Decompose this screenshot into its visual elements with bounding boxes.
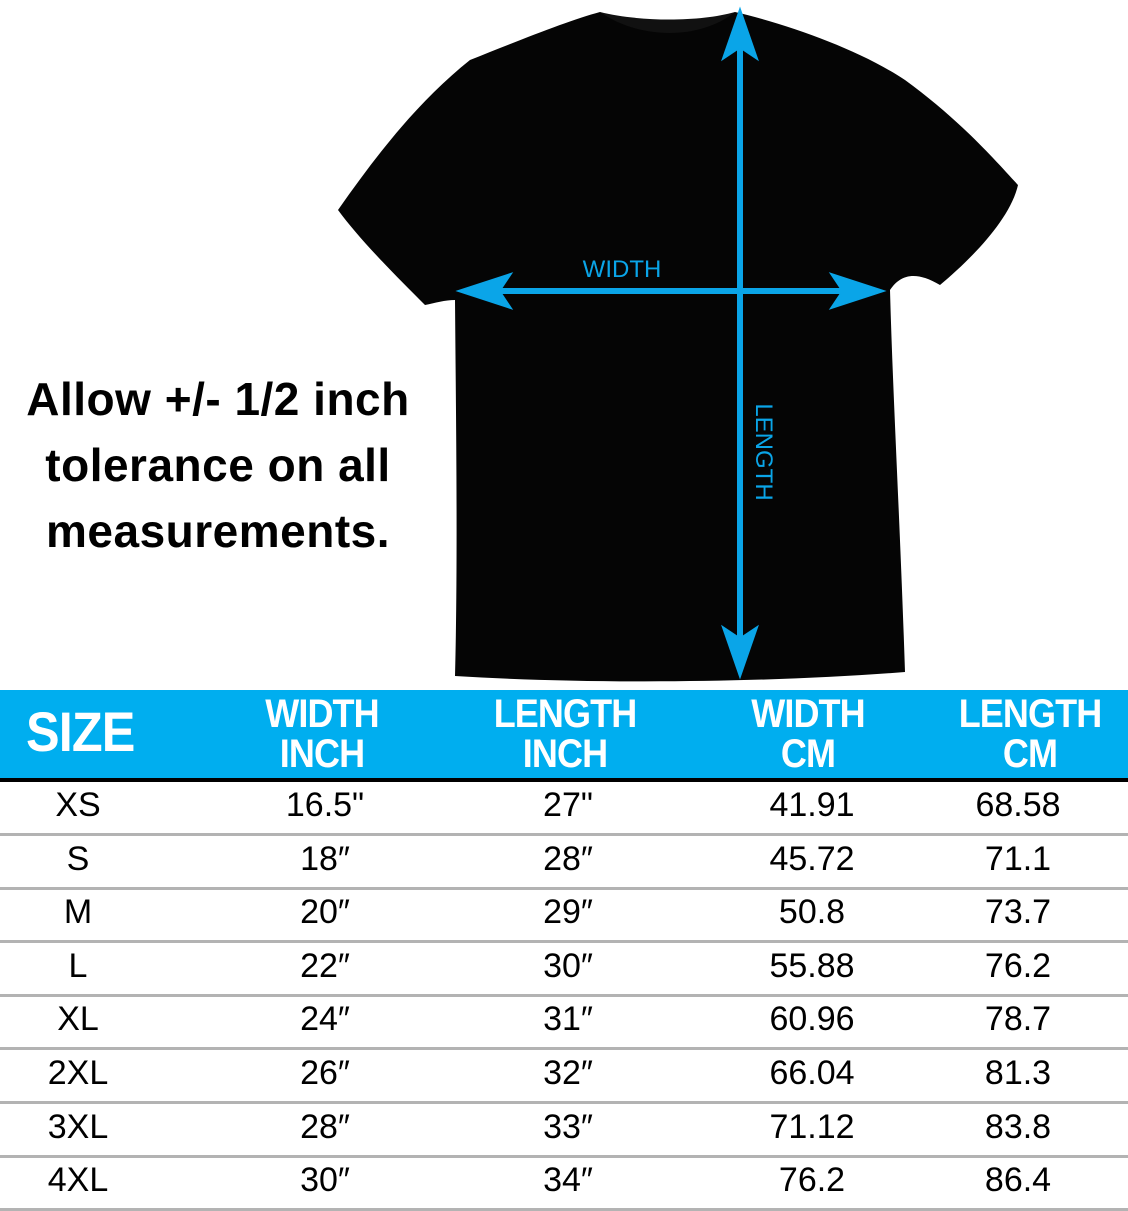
- header-line: INCH: [522, 732, 608, 776]
- header-line: CM: [1002, 732, 1058, 776]
- tolerance-note: Allow +/- 1/2 inch tolerance on all meas…: [0, 366, 436, 564]
- width-inch-cell: 20″: [300, 893, 350, 932]
- width-inch-cell: 18″: [300, 839, 350, 878]
- length-cm-cell: 86.4: [984, 1161, 1052, 1200]
- length-inch-cell: 34″: [543, 1161, 593, 1200]
- t-shirt-image: [338, 12, 1018, 682]
- header-line: WIDTH: [265, 692, 379, 736]
- width-cm-cell: 71.12: [769, 1107, 855, 1146]
- header-line: INCH: [279, 732, 365, 776]
- width-cm-cell: 60.96: [769, 1000, 855, 1039]
- length-arrow-head-bottom: [721, 624, 759, 680]
- length-cm-cell: 83.8: [984, 1107, 1052, 1146]
- size-cell: XS: [55, 786, 101, 824]
- length-label: LENGTH: [750, 403, 777, 500]
- size-cell: 2XL: [47, 1054, 109, 1092]
- width-arrow-head-left: [455, 272, 514, 310]
- length-arrow-head-top: [721, 6, 759, 62]
- length-inch-cell: 31″: [543, 1000, 593, 1039]
- table-row: M 20″ 29″ 50.8 73.7: [0, 889, 1128, 944]
- header-line: LENGTH: [493, 692, 637, 736]
- size-cell: M: [63, 893, 93, 932]
- length-cm-cell: 71.1: [984, 839, 1052, 878]
- table-row: XL 24″ 31″ 60.96 78.7: [0, 996, 1128, 1051]
- table-row: S 18″ 28″ 45.72 71.1: [0, 836, 1128, 890]
- header-length-inch: LENGTH INCH: [475, 694, 655, 774]
- length-inch-cell: 30″: [543, 946, 593, 985]
- length-inch-cell: 29″: [543, 893, 593, 932]
- length-cm-cell: 81.3: [984, 1054, 1052, 1092]
- width-cm-cell: 41.91: [769, 786, 855, 824]
- width-cm-cell: 55.88: [769, 946, 855, 985]
- length-inch-cell: 28″: [543, 839, 593, 878]
- length-cm-cell: 68.58: [975, 786, 1061, 824]
- header-size: SIZE: [26, 700, 135, 763]
- width-inch-cell: 22″: [300, 946, 350, 985]
- table-header: SIZE WIDTH INCH LENGTH INCH WIDTH CM LENGTH…: [0, 690, 1128, 782]
- width-arrow-head-right: [828, 272, 887, 310]
- width-cm-cell: 66.04: [769, 1054, 855, 1092]
- length-cm-cell: 78.7: [984, 1000, 1052, 1039]
- width-cm-cell: 76.2: [778, 1161, 846, 1200]
- width-inch-cell: 28″: [300, 1107, 350, 1146]
- header-line: CM: [780, 732, 836, 776]
- width-inch-cell: 26″: [300, 1054, 350, 1092]
- size-cell: L: [68, 946, 88, 985]
- t-shirt-diagram: WIDTH LENGTH: [338, 6, 1018, 682]
- note-line: Allow +/- 1/2 inch: [26, 373, 410, 425]
- header-width-cm: WIDTH CM: [718, 694, 898, 774]
- width-inch-cell: 24″: [300, 1000, 350, 1039]
- length-inch-cell: 27": [543, 786, 593, 824]
- length-inch-cell: 32″: [543, 1054, 593, 1092]
- width-cm-cell: 45.72: [769, 839, 855, 878]
- size-cell: 4XL: [47, 1161, 109, 1200]
- table-row: L 22″ 30″ 55.88 76.2: [0, 943, 1128, 997]
- note-line: tolerance on all: [45, 439, 391, 491]
- header-length-cm: LENGTH CM: [940, 694, 1120, 774]
- table-row: 2XL 26″ 32″ 66.04 81.3: [0, 1050, 1128, 1104]
- table-row: 3XL 28″ 33″ 71.12 83.8: [0, 1104, 1128, 1158]
- table-row: XS 16.5" 27" 41.91 68.58: [0, 782, 1128, 836]
- header-line: LENGTH: [958, 692, 1102, 736]
- header-line: WIDTH: [751, 692, 865, 736]
- width-inch-cell: 30″: [300, 1161, 350, 1200]
- size-cell: XL: [57, 1000, 99, 1039]
- note-line: measurements.: [46, 505, 390, 557]
- size-cell: 3XL: [47, 1107, 109, 1146]
- collar-shape: [600, 12, 735, 33]
- table-row: 4XL 30″ 34″ 76.2 86.4: [0, 1157, 1128, 1211]
- size-cell: S: [66, 839, 90, 878]
- length-cm-cell: 73.7: [984, 893, 1052, 932]
- header-width-inch: WIDTH INCH: [232, 694, 412, 774]
- width-inch-cell: 16.5": [285, 786, 365, 824]
- length-cm-cell: 76.2: [984, 946, 1052, 985]
- width-cm-cell: 50.8: [778, 893, 846, 932]
- width-label: WIDTH: [583, 256, 662, 283]
- length-inch-cell: 33″: [543, 1107, 593, 1146]
